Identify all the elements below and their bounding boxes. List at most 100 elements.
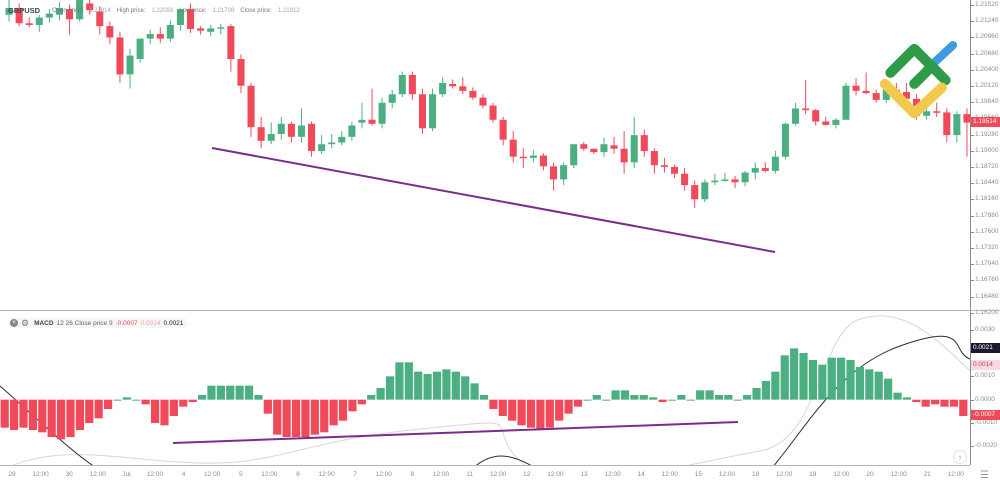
macd-line-value: 0.0021 (163, 319, 184, 327)
candle-body (499, 119, 507, 140)
price-tick: 1.17320 (971, 244, 999, 251)
time-label: 12:00 (947, 471, 964, 478)
candle-body (277, 123, 285, 134)
time-label: 12:00 (490, 471, 507, 478)
candle-body (701, 182, 709, 200)
histogram-bar (874, 371, 883, 400)
axis-settings-icon[interactable]: ☰ (980, 470, 989, 481)
gear-icon[interactable]: ⚙ (21, 318, 30, 328)
candle-body (812, 110, 820, 122)
candle-body (217, 27, 225, 29)
time-label: 12:00 (890, 471, 907, 478)
scroll-right-button[interactable]: › (953, 450, 967, 464)
histogram-bar (122, 397, 131, 400)
histogram-bar (761, 381, 771, 400)
histogram-bar (367, 395, 376, 400)
macd-tick: -0.0020 (970, 442, 998, 450)
hist-label: -0.0007 (971, 410, 1000, 420)
time-label: 12:00 (261, 471, 278, 478)
candle-body (106, 26, 114, 38)
time-axis[interactable]: 29 12:00 30 12:00 Jul 12:00 4 12:00 5 12:00 6 12:00… (0, 465, 970, 484)
histogram-bar (197, 395, 207, 400)
candle-body (459, 86, 467, 91)
histogram-bar (188, 399, 197, 402)
candle-body (751, 168, 759, 173)
macd-trendline[interactable] (172, 421, 739, 444)
time-label: 12:00 (432, 471, 450, 478)
candle-body (923, 111, 931, 116)
candle-body (539, 155, 547, 167)
price-tick: 1.21520 (971, 1, 999, 8)
histogram-bar (19, 399, 28, 428)
candle-body (620, 148, 628, 163)
candle-body (832, 119, 840, 125)
macd-legend: × ⚙ MACD 12 26 Close price 9 -0.0007 0.0… (8, 318, 189, 328)
histogram-bar (235, 385, 244, 400)
time-label: 14 (637, 471, 645, 478)
pane-separator[interactable] (0, 310, 1000, 311)
histogram-bar (132, 399, 141, 401)
candlestick-chart[interactable] (0, 0, 970, 310)
close-label: Close price: (240, 7, 272, 14)
histogram-bar (921, 399, 930, 407)
candle-body (933, 111, 941, 113)
price-tick: 1.18160 (971, 195, 999, 203)
histogram-bar (733, 399, 742, 401)
histogram-bar (357, 399, 366, 405)
histogram-bar (865, 369, 874, 400)
candle-body (197, 28, 205, 31)
histogram-bar (404, 362, 413, 400)
open-label: Open price: (52, 7, 84, 14)
price-tick: 1.17880 (971, 211, 999, 219)
price-axis[interactable]: 1.21520 1.21240 1.20960 1.20680 1.20400 1.201… (970, 0, 1000, 316)
candle-body (348, 125, 356, 137)
histogram-bar (564, 399, 573, 414)
histogram-bar (884, 378, 893, 400)
time-label: 12:00 (718, 471, 736, 478)
candle-body (943, 112, 951, 136)
histogram-bar (113, 399, 122, 401)
close-indicator-icon[interactable]: × (10, 319, 18, 327)
histogram-bar (47, 399, 56, 437)
histogram-bar (667, 399, 677, 401)
candle-body (338, 136, 346, 143)
candle-body (378, 102, 386, 124)
histogram-bar (207, 385, 216, 400)
histogram-bar (780, 355, 789, 400)
histogram-bar (724, 395, 733, 400)
macd-pane[interactable] (0, 311, 970, 465)
candle-body (761, 168, 769, 171)
candle-body (35, 17, 43, 25)
histogram-bar (573, 399, 583, 407)
histogram-bar (38, 399, 47, 433)
brand-logo (879, 41, 958, 119)
candle-body (318, 144, 326, 152)
candle-body (237, 59, 245, 86)
time-label: 4 (181, 471, 186, 478)
histogram-bar (827, 357, 836, 400)
macd-axis[interactable]: 0.0030 0.0010 0.0000 -0.0010 -0.0020 (970, 311, 1000, 465)
histogram-bar (808, 360, 818, 400)
histogram-bar (85, 399, 94, 423)
histogram-bar (743, 395, 752, 400)
histogram-bar (301, 399, 310, 437)
histogram-bar (56, 399, 66, 440)
price-tick: 1.16200 (971, 308, 999, 316)
histogram-bar (940, 399, 949, 407)
candle-body (771, 156, 779, 171)
macd-histogram-chart[interactable] (0, 311, 970, 465)
candle-body (408, 74, 416, 95)
macd-line-label: 0.0021 (971, 343, 1000, 353)
candle-body (630, 135, 638, 163)
histogram-bar (677, 395, 686, 400)
candle-body (711, 180, 719, 183)
candle-body (156, 34, 164, 39)
histogram-bar (583, 399, 592, 401)
histogram-bar (837, 357, 846, 400)
time-label: 8 (410, 471, 415, 478)
price-chart-pane[interactable] (0, 0, 970, 310)
histogram-bar (592, 395, 601, 400)
histogram-bar (282, 399, 291, 437)
price-trendline[interactable] (211, 147, 776, 253)
candle-body (852, 85, 860, 91)
